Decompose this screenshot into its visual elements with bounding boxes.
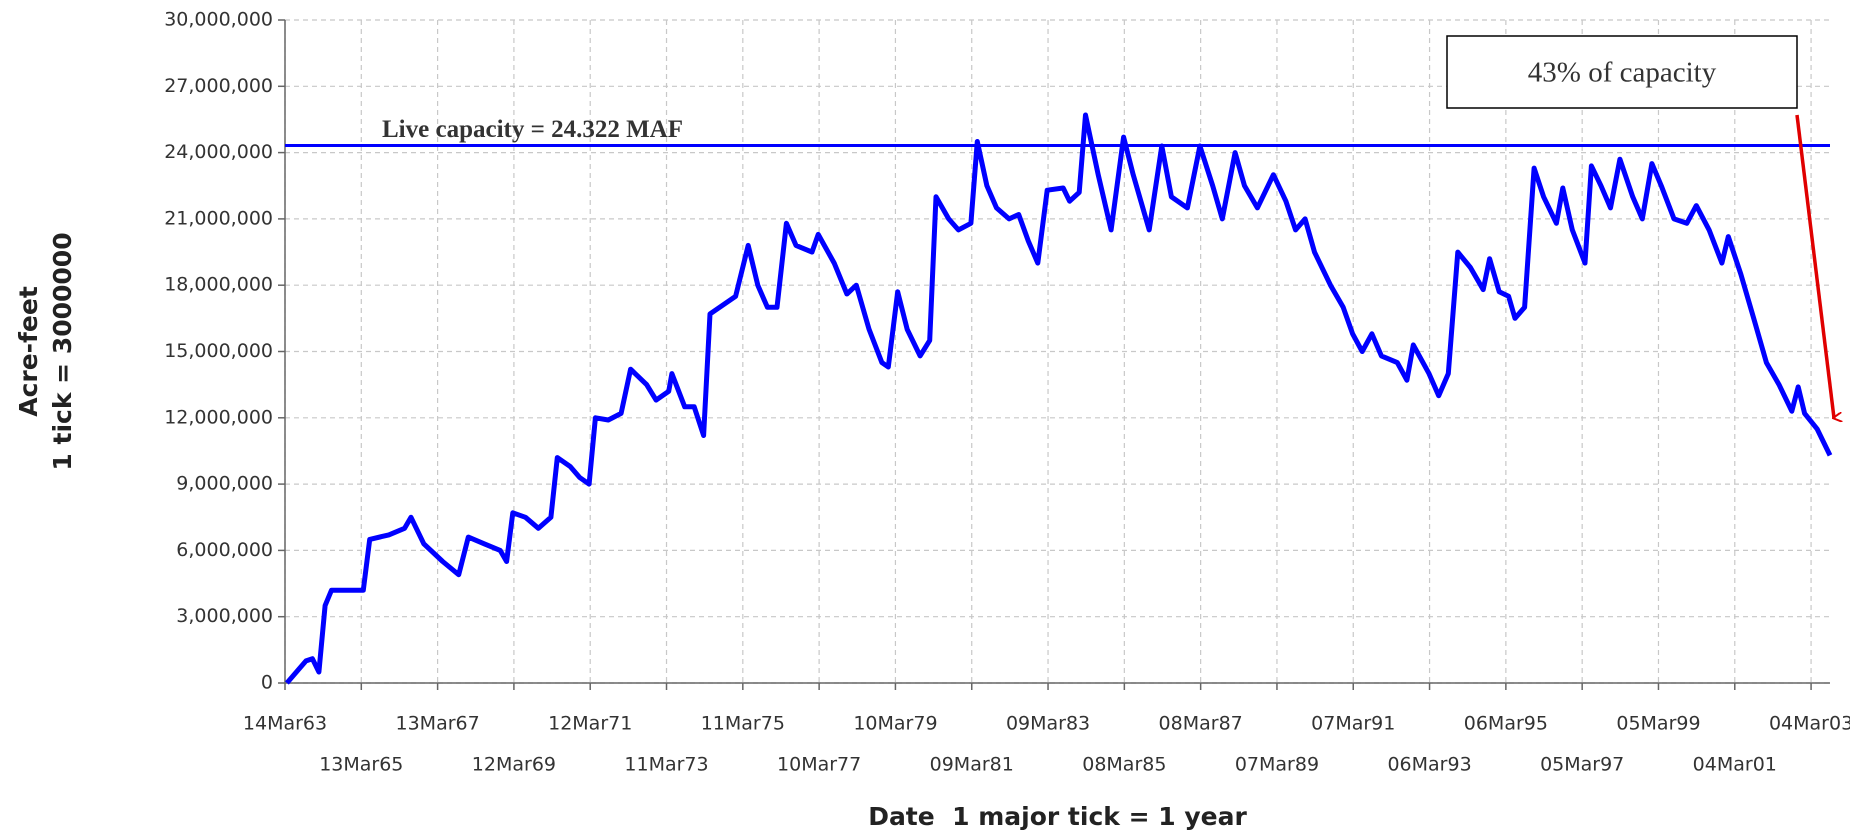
y-tick-label: 6,000,000 <box>176 539 273 561</box>
x-tick-label: 13Mar65 <box>319 754 403 776</box>
x-tick-label: 11Mar73 <box>624 754 708 776</box>
x-tick-label: 04Mar03 <box>1769 713 1850 735</box>
annotation-box <box>1446 35 1798 109</box>
grid <box>284 19 1830 684</box>
y-tick-label: 24,000,000 <box>164 141 273 163</box>
y-tick-label: 0 <box>261 672 273 694</box>
annotation-arrow <box>1795 114 1834 418</box>
axes: 0 3,000,000 6,000,000 9,000,000 12,000,000 15… <box>14 9 1850 832</box>
x-tick-label: 08Mar87 <box>1159 713 1243 735</box>
x-axis-title: Date 1 major tick = 1 year <box>868 802 1247 831</box>
x-tick-label: 10Mar77 <box>777 754 861 776</box>
y-tick-label: 21,000,000 <box>164 207 273 229</box>
y-axis-title: Acre-feet <box>14 286 43 417</box>
y-tick-label: 15,000,000 <box>164 340 273 362</box>
x-tick-label: 10Mar79 <box>853 713 937 735</box>
x-tick-label: 05Mar97 <box>1540 754 1624 776</box>
plot-area: Live capacity = 24.322 MAF <box>285 112 1833 685</box>
x-tick-label: 09Mar83 <box>1006 713 1090 735</box>
y-tick-label: 27,000,000 <box>164 75 273 97</box>
annotations: 43% of capacity <box>1446 35 1834 418</box>
y-axis-title: 1 tick = 3000000 <box>48 232 77 470</box>
x-tick-label: 05Mar99 <box>1616 713 1700 735</box>
y-tick-label: 3,000,000 <box>176 605 273 627</box>
x-tick-label: 06Mar95 <box>1464 713 1548 735</box>
x-tick-label: 08Mar85 <box>1082 754 1166 776</box>
x-tick-label: 09Mar81 <box>930 754 1014 776</box>
x-tick-label: 07Mar91 <box>1311 713 1395 735</box>
y-tick-label: 30,000,000 <box>164 9 273 31</box>
x-tick-label: 06Mar93 <box>1387 754 1471 776</box>
x-tick-label: 13Mar67 <box>396 713 480 735</box>
y-tick-label: 9,000,000 <box>176 473 273 495</box>
y-tick-label: 18,000,000 <box>164 274 273 296</box>
x-tick-label: 12Mar69 <box>472 754 556 776</box>
capacity-label: Live capacity = 24.322 MAF <box>382 116 683 143</box>
x-tick-label: 04Mar01 <box>1693 754 1777 776</box>
x-tick-label: 12Mar71 <box>548 713 632 735</box>
x-tick-label: 07Mar89 <box>1235 754 1319 776</box>
data-line <box>285 112 1833 685</box>
y-tick-label: 12,000,000 <box>164 406 273 428</box>
x-tick-label: 14Mar63 <box>243 713 327 735</box>
x-tick-label: 11Mar75 <box>701 713 785 735</box>
annotation-text: 43% of capacity <box>1528 57 1717 89</box>
